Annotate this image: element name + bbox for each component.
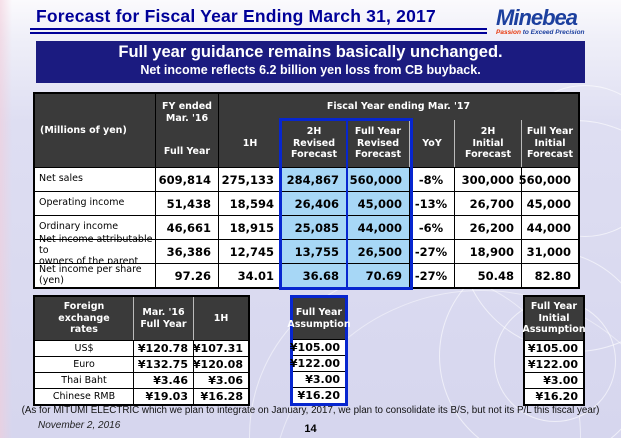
fx-cell: ¥3.46 bbox=[134, 373, 193, 388]
table-cell: 560,000 bbox=[519, 168, 578, 191]
fx-cell: ¥120.78 bbox=[134, 341, 193, 356]
table-cell-highlighted: 13,755 bbox=[282, 240, 346, 263]
fx-column-assumption: Full Year Assumption bbox=[287, 298, 351, 339]
table-cell-highlighted: 284,867 bbox=[282, 168, 346, 191]
title-double-underline bbox=[30, 28, 487, 34]
fx-row-label: Chinese RMB bbox=[35, 389, 133, 404]
fx-cell: ¥132.75 bbox=[134, 357, 193, 372]
table-cell-yoy: -13% bbox=[410, 192, 454, 215]
logo-tagline-blue: to Exceed Precision bbox=[520, 29, 585, 36]
table-cell-yoy: -6% bbox=[410, 216, 454, 239]
table-cell: 275,133 bbox=[219, 168, 281, 191]
fx-cell-highlighted: ¥105.00 bbox=[290, 340, 345, 355]
fx-assumption-column: Full Year Assumption ¥105.00 ¥122.00 ¥3.… bbox=[287, 295, 351, 406]
fx-column-initial-assumption: Full Year Initial Assumption bbox=[522, 297, 586, 340]
fx-cell: ¥120.08 bbox=[193, 357, 248, 372]
table-cell: 50.48 bbox=[455, 264, 521, 287]
fy17-subheaders: 1H 2H Revised Forecast Full Year Revised… bbox=[219, 120, 578, 167]
column-header-2h-revised: 2H Revised Forecast bbox=[281, 120, 346, 167]
table-cell-highlighted: 44,000 bbox=[347, 216, 409, 239]
column-header-1h: 1H bbox=[242, 137, 258, 149]
fx-cell: ¥3.06 bbox=[194, 373, 248, 388]
logo-tagline-red: Passion bbox=[496, 29, 521, 36]
column-header-fy16: FY ended Mar. '16 Full Year bbox=[156, 94, 218, 167]
table-cell-highlighted: 26,500 bbox=[347, 240, 409, 263]
banner-subline: Net income reflects 6.2 billion yen loss… bbox=[140, 63, 481, 77]
fx-rates-table: Foreign exchange rates Mar. '16 Full Yea… bbox=[33, 295, 250, 406]
table-cell: 18,900 bbox=[455, 240, 521, 263]
fx-header-row: Foreign exchange rates Mar. '16 Full Yea… bbox=[35, 297, 248, 340]
table-cell: 300,000 bbox=[455, 168, 521, 191]
fx-column-1h: 1H bbox=[193, 297, 248, 340]
table-cell: 26,200 bbox=[455, 216, 521, 239]
fx-row-label: US$ bbox=[35, 341, 133, 356]
table-cell: 31,000 bbox=[522, 240, 578, 263]
fx-initial-assumption-column: Full Year Initial Assumption ¥105.00 ¥12… bbox=[522, 295, 586, 406]
table-cell-highlighted: 70.69 bbox=[347, 264, 409, 287]
fx-row-label: Euro bbox=[35, 357, 133, 372]
fx-cell-highlighted: ¥3.00 bbox=[293, 372, 345, 387]
fx-column-mar16: Mar. '16 Full Year bbox=[133, 297, 193, 340]
fx-cell-highlighted: ¥16.20 bbox=[293, 388, 345, 403]
table-cell-yoy: -27% bbox=[410, 240, 454, 263]
fy16-label: FY ended Mar. '16 bbox=[162, 101, 212, 124]
table-cell: 26,700 bbox=[455, 192, 521, 215]
table-cell: 609,814 bbox=[156, 168, 218, 191]
row-label: Net income per share (yen) bbox=[35, 264, 155, 287]
minebea-logo: Minebea Passion to Exceed Precision bbox=[496, 7, 614, 37]
table-cell-highlighted: 26,406 bbox=[282, 192, 346, 215]
table-cell: 51,438 bbox=[156, 192, 218, 215]
table-cell: 82.80 bbox=[522, 264, 578, 287]
table-cell: 12,745 bbox=[219, 240, 281, 263]
fx-cell: ¥3.00 bbox=[525, 373, 583, 388]
fx-cell: ¥19.03 bbox=[134, 389, 193, 404]
unit-label: (Millions of yen) bbox=[35, 94, 155, 167]
table-cell-highlighted: 560,000 bbox=[347, 168, 409, 191]
fx-cell-highlighted: ¥122.00 bbox=[290, 356, 345, 371]
column-header-fy-revised: Full Year Revised Forecast bbox=[346, 120, 409, 167]
banner-headline: Full year guidance remains basically unc… bbox=[118, 43, 503, 61]
table-cell: 46,661 bbox=[156, 216, 218, 239]
table-cell-highlighted: 36.68 bbox=[282, 264, 346, 287]
forecast-table: (Millions of yen) FY ended Mar. '16 Full… bbox=[33, 92, 580, 289]
column-header-fy-initial: Full Year Initial Forecast bbox=[521, 120, 578, 167]
row-label: Net income attributable to owners of the… bbox=[35, 234, 155, 267]
page-title: Forecast for Fiscal Year Ending March 31… bbox=[36, 6, 436, 26]
fy16-full-year-label: Full Year bbox=[163, 146, 211, 158]
table-cell: 36,386 bbox=[156, 240, 218, 263]
table-cell: 34.01 bbox=[219, 264, 281, 287]
table-cell: 18,594 bbox=[219, 192, 281, 215]
logo-tagline: Passion to Exceed Precision bbox=[496, 29, 614, 37]
footnote: (As for MITUMI ELECTRIC which we plan to… bbox=[21, 405, 600, 416]
table-cell: 18,915 bbox=[219, 216, 281, 239]
row-label: Operating income bbox=[35, 192, 155, 215]
table-cell-highlighted: 25,085 bbox=[282, 216, 346, 239]
fx-cell: ¥105.00 bbox=[525, 341, 583, 356]
table-cell-yoy: -8% bbox=[410, 168, 454, 191]
fx-cell: ¥16.28 bbox=[194, 389, 248, 404]
table-cell-highlighted: 45,000 bbox=[347, 192, 409, 215]
fx-cell: ¥16.20 bbox=[525, 389, 583, 404]
fx-cell: ¥107.31 bbox=[193, 341, 248, 356]
fx-corner-label: Foreign exchange rates bbox=[58, 300, 110, 336]
guidance-banner: Full year guidance remains basically unc… bbox=[36, 41, 585, 83]
page-number: 14 bbox=[304, 423, 317, 435]
column-header-yoy: YoY bbox=[409, 120, 454, 167]
fx-cell: ¥122.00 bbox=[525, 357, 583, 372]
logo-wordmark: Minebea bbox=[496, 5, 578, 30]
left-pink-gradient bbox=[0, 0, 12, 438]
column-header-fy17-group: Fiscal Year ending Mar. '17 1H 2H Revise… bbox=[219, 94, 578, 167]
table-cell: 97.26 bbox=[156, 264, 218, 287]
table-cell-yoy: -27% bbox=[410, 264, 454, 287]
slide-date: November 2, 2016 bbox=[38, 420, 121, 431]
table-cell: 44,000 bbox=[522, 216, 578, 239]
fy17-span-label: Fiscal Year ending Mar. '17 bbox=[326, 101, 471, 113]
table-cell: 45,000 bbox=[522, 192, 578, 215]
row-label: Net sales bbox=[35, 168, 155, 191]
column-header-2h-initial: 2H Initial Forecast bbox=[454, 120, 521, 167]
row-label: Ordinary income bbox=[35, 216, 155, 239]
fx-row-label: Thai Baht bbox=[35, 373, 133, 388]
